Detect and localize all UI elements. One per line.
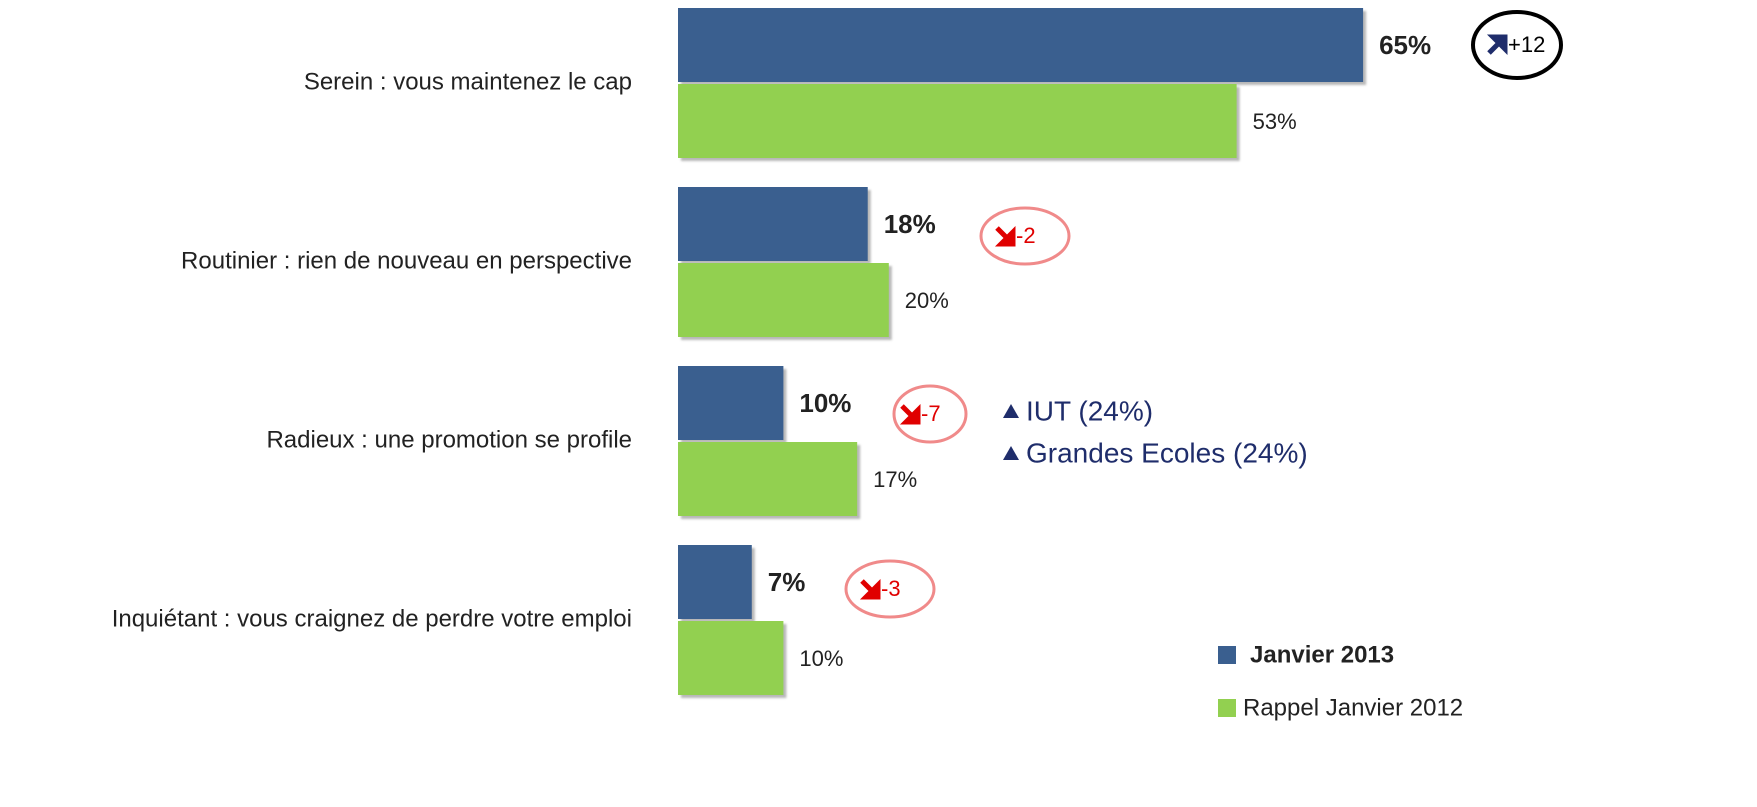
bar: [678, 84, 1237, 158]
legend-swatch: [1218, 699, 1236, 717]
value-label: 7%: [768, 567, 806, 597]
value-label: 53%: [1253, 109, 1297, 134]
annotation-circle: [892, 384, 968, 444]
annotation: +12: [1508, 32, 1545, 57]
notes: IUT (24%) Grandes Ecoles (24%): [1003, 395, 1308, 468]
annotation: -2: [1016, 223, 1036, 248]
value-label: 65%: [1379, 30, 1431, 60]
bar: [678, 366, 784, 440]
bar: [678, 545, 752, 619]
annotation-circle: [1471, 10, 1563, 80]
category-label: Serein : vous maintenez le cap: [304, 68, 632, 95]
value-label: 10%: [799, 646, 843, 671]
legend-swatch: [1218, 646, 1236, 664]
bar: [678, 621, 784, 695]
note-triangle: [1003, 446, 1019, 460]
note: IUT (24%): [1026, 395, 1153, 426]
annotation: -7: [921, 401, 941, 426]
note: Grandes Ecoles (24%): [1026, 437, 1308, 468]
arrow-up: [1486, 34, 1508, 56]
category-label: Radieux : une promotion se profile: [266, 426, 632, 453]
note-triangle: [1003, 404, 1019, 418]
value-label: 10%: [799, 388, 851, 418]
value-label: 20%: [905, 288, 949, 313]
legend-label: Rappel Janvier 2012: [1243, 694, 1463, 721]
bar: [678, 263, 889, 337]
bar: [678, 187, 868, 261]
value-label: 17%: [873, 467, 917, 492]
bar: [678, 442, 858, 516]
category-label: Routinier : rien de nouveau en perspecti…: [181, 247, 632, 274]
annotation-circle: [844, 559, 936, 619]
annotation-circle: [979, 206, 1071, 266]
arrow-down: [994, 225, 1016, 247]
arrow-down: [859, 578, 881, 600]
arrow-down: [899, 403, 921, 425]
value-label: 18%: [884, 209, 936, 239]
legend-label: Janvier 2013: [1250, 641, 1394, 668]
annotation: -3: [881, 576, 901, 601]
category-label: Inquiétant : vous craignez de perdre vot…: [112, 605, 632, 632]
bar: [678, 8, 1364, 82]
